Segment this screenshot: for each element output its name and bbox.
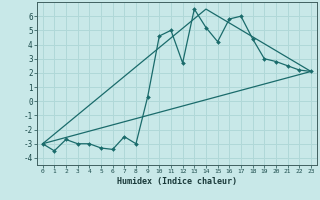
X-axis label: Humidex (Indice chaleur): Humidex (Indice chaleur) xyxy=(117,177,237,186)
